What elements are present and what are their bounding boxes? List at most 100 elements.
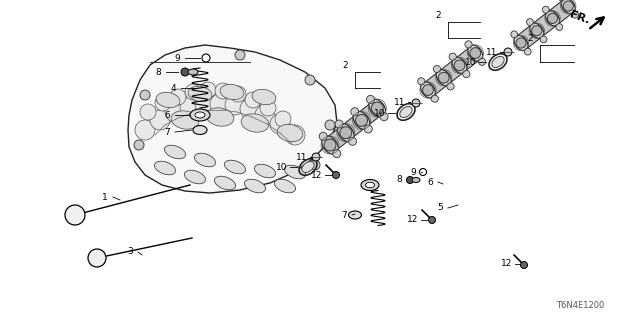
Circle shape xyxy=(447,83,454,90)
Ellipse shape xyxy=(561,0,575,14)
Text: 9: 9 xyxy=(410,167,416,177)
Ellipse shape xyxy=(164,145,186,159)
Circle shape xyxy=(470,48,481,59)
Circle shape xyxy=(195,94,215,114)
Polygon shape xyxy=(128,45,337,193)
Ellipse shape xyxy=(284,165,305,179)
Text: 10: 10 xyxy=(276,163,288,172)
Text: 4: 4 xyxy=(170,84,176,92)
Circle shape xyxy=(135,120,155,140)
Ellipse shape xyxy=(195,153,216,167)
Circle shape xyxy=(185,84,201,100)
Circle shape xyxy=(140,104,156,120)
Text: 10: 10 xyxy=(465,58,477,67)
Circle shape xyxy=(449,53,456,60)
Circle shape xyxy=(356,114,367,126)
Ellipse shape xyxy=(220,84,244,100)
Circle shape xyxy=(563,1,573,11)
Circle shape xyxy=(419,169,426,175)
Circle shape xyxy=(275,111,291,127)
Ellipse shape xyxy=(412,178,420,182)
Circle shape xyxy=(333,172,339,179)
Circle shape xyxy=(340,127,352,139)
Ellipse shape xyxy=(545,11,559,26)
Circle shape xyxy=(325,120,335,130)
Circle shape xyxy=(454,60,465,71)
Circle shape xyxy=(371,102,383,114)
Circle shape xyxy=(520,261,527,268)
Ellipse shape xyxy=(214,176,236,190)
Ellipse shape xyxy=(365,182,374,188)
Ellipse shape xyxy=(337,124,354,142)
Polygon shape xyxy=(423,47,480,96)
Circle shape xyxy=(270,114,290,134)
Ellipse shape xyxy=(188,69,198,75)
Ellipse shape xyxy=(530,23,544,38)
Text: 12: 12 xyxy=(501,260,513,268)
Text: 5: 5 xyxy=(437,204,443,212)
Text: 8: 8 xyxy=(396,174,402,183)
Text: 7: 7 xyxy=(164,127,170,137)
Circle shape xyxy=(215,83,231,99)
Ellipse shape xyxy=(156,92,180,108)
Ellipse shape xyxy=(514,36,528,51)
Text: 7: 7 xyxy=(341,211,347,220)
Ellipse shape xyxy=(361,180,379,190)
Text: T6N4E1200: T6N4E1200 xyxy=(556,300,604,309)
Text: 12: 12 xyxy=(407,215,419,225)
Circle shape xyxy=(524,48,531,55)
Circle shape xyxy=(230,86,246,102)
Circle shape xyxy=(556,24,563,30)
Text: 11: 11 xyxy=(486,47,498,57)
Circle shape xyxy=(150,110,170,130)
Ellipse shape xyxy=(184,170,205,184)
Text: 12: 12 xyxy=(311,171,323,180)
Circle shape xyxy=(412,99,420,107)
Ellipse shape xyxy=(349,211,362,219)
Text: 3: 3 xyxy=(127,247,133,257)
Circle shape xyxy=(165,102,185,122)
Circle shape xyxy=(319,132,327,140)
Circle shape xyxy=(351,108,359,116)
Circle shape xyxy=(200,82,216,98)
Circle shape xyxy=(465,41,472,48)
Polygon shape xyxy=(325,102,382,151)
Circle shape xyxy=(312,153,320,161)
Text: 2: 2 xyxy=(342,60,348,69)
Circle shape xyxy=(285,125,305,145)
Text: 10: 10 xyxy=(374,108,386,117)
Ellipse shape xyxy=(225,160,246,174)
Circle shape xyxy=(463,70,470,78)
Circle shape xyxy=(333,150,340,158)
Circle shape xyxy=(134,140,144,150)
Circle shape xyxy=(572,11,579,18)
Circle shape xyxy=(180,97,200,117)
Ellipse shape xyxy=(154,161,175,175)
Circle shape xyxy=(305,75,315,85)
Text: 9: 9 xyxy=(174,53,180,62)
Text: 11: 11 xyxy=(296,153,308,162)
Ellipse shape xyxy=(275,179,296,193)
Circle shape xyxy=(181,68,189,76)
Ellipse shape xyxy=(252,89,276,105)
Text: 2: 2 xyxy=(527,34,533,43)
Circle shape xyxy=(255,105,275,125)
Circle shape xyxy=(349,137,356,145)
Ellipse shape xyxy=(277,124,303,142)
Ellipse shape xyxy=(452,57,467,74)
Text: 6: 6 xyxy=(164,110,170,119)
Circle shape xyxy=(504,48,512,56)
Circle shape xyxy=(170,89,186,105)
Ellipse shape xyxy=(195,112,205,118)
Circle shape xyxy=(65,205,85,225)
Text: 8: 8 xyxy=(155,68,161,76)
Circle shape xyxy=(547,13,557,23)
Ellipse shape xyxy=(302,161,314,172)
Ellipse shape xyxy=(353,111,370,129)
Ellipse shape xyxy=(436,70,451,86)
Circle shape xyxy=(540,36,547,43)
Circle shape xyxy=(225,95,245,115)
Ellipse shape xyxy=(206,108,234,126)
Ellipse shape xyxy=(420,82,435,98)
Circle shape xyxy=(310,160,320,170)
